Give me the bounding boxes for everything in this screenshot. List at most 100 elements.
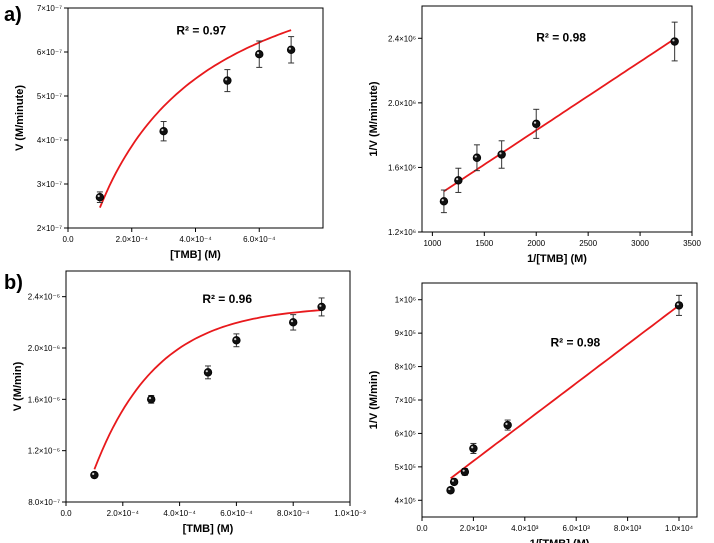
y-tick-label: 7×10⁵ <box>395 396 416 405</box>
x-tick-label: 1.0×10⁻³ <box>334 509 366 518</box>
chart-a-right: 1000 1500 2000 2500 3000 3500 1.2×10⁶ 1.6×10⁶ 2.… <box>368 5 701 265</box>
data-point <box>159 126 168 136</box>
y-tick-label: 2.0×10⁻⁶ <box>28 344 60 353</box>
data-point-highlight <box>290 320 294 323</box>
data-point <box>317 302 326 312</box>
x-axis-label: 1/[TMB] (M) <box>527 253 587 265</box>
r-squared-annotation: R² = 0.98 <box>551 336 601 350</box>
data-point <box>439 197 449 206</box>
x-tick-label: 4.0×10⁻⁴ <box>163 509 196 518</box>
y-tick-label: 3×10⁻⁷ <box>37 180 62 189</box>
x-tick-label: 2.0×10⁻⁴ <box>107 509 140 518</box>
x-tick-label: 0.0 <box>62 235 74 244</box>
x-tick-label: 8.0×10³ <box>614 524 642 533</box>
y-tick-label: 6×10⁻⁷ <box>37 48 62 57</box>
x-tick-label: 2.0×10³ <box>460 524 488 533</box>
data-point <box>90 470 99 480</box>
y-tick-label: 8.0×10⁻⁷ <box>28 498 60 507</box>
data-point <box>674 301 684 310</box>
fit-line <box>443 38 676 193</box>
data-point <box>203 368 213 377</box>
x-tick-label: 2500 <box>579 239 597 248</box>
data-point-highlight <box>676 303 679 306</box>
y-tick-label: 4×10⁻⁷ <box>37 136 62 145</box>
x-tick-label: 2.0×10⁻⁴ <box>116 235 149 244</box>
data-point-highlight <box>161 128 164 132</box>
r-squared-annotation: R² = 0.97 <box>176 23 226 37</box>
x-tick-label: 6.0×10³ <box>563 524 591 533</box>
data-point <box>454 176 463 185</box>
x-tick-label: 6.0×10⁻⁴ <box>220 509 253 518</box>
x-tick-label: 1000 <box>423 239 441 248</box>
data-point-highlight <box>533 121 537 124</box>
data-point-highlight <box>319 304 322 307</box>
r-squared-annotation: R² = 0.96 <box>202 292 252 306</box>
data-point-highlight <box>462 469 465 472</box>
x-tick-label: 8.0×10⁻⁴ <box>277 509 310 518</box>
y-tick-label: 9×10⁵ <box>395 329 416 338</box>
data-point <box>286 45 296 54</box>
y-tick-label: 2.4×10⁻⁶ <box>28 293 60 302</box>
data-point <box>146 395 156 404</box>
x-tick-label: 3000 <box>631 239 649 248</box>
data-point <box>223 76 232 85</box>
data-point-highlight <box>225 78 228 81</box>
y-axis-label: 1/V (M/min) <box>368 370 380 429</box>
data-point <box>670 37 679 46</box>
y-tick-label: 2×10⁻⁷ <box>37 224 62 233</box>
data-point <box>95 192 105 202</box>
x-tick-label: 4.0×10⁻⁴ <box>179 235 212 244</box>
data-point <box>446 486 455 495</box>
x-tick-label: 4.0×10³ <box>511 524 539 533</box>
data-point-highlight <box>456 178 459 181</box>
data-point <box>232 336 241 345</box>
y-tick-label: 1.6×10⁻⁶ <box>28 395 60 404</box>
data-point <box>497 150 506 159</box>
x-tick-label: 6.0×10⁻⁴ <box>243 235 276 244</box>
y-tick-label: 4×10⁵ <box>395 496 416 505</box>
x-tick-label: 0.0 <box>60 509 72 518</box>
y-tick-label: 7×10⁻⁷ <box>37 4 62 13</box>
y-tick-label: 1.2×10⁻⁶ <box>28 447 60 456</box>
data-point-highlight <box>448 487 451 491</box>
y-tick-label: 2.4×10⁶ <box>388 34 416 43</box>
panel-label-b: b) <box>4 272 23 294</box>
data-point-highlight <box>97 194 100 198</box>
y-tick-label: 8×10⁵ <box>395 363 416 372</box>
y-tick-label: 1.6×10⁶ <box>388 163 416 172</box>
data-point <box>255 50 264 59</box>
y-tick-label: 6×10⁵ <box>395 429 416 438</box>
data-point-highlight <box>205 370 208 373</box>
y-tick-label: 2.0×10⁶ <box>388 99 416 108</box>
data-point <box>503 420 512 430</box>
chart-a-left: 0.0 2.0×10⁻⁴ 4.0×10⁻⁴ 6.0×10⁻⁴ 2×10⁻⁷ 3×10⁻⁷ 4… <box>14 4 324 261</box>
data-point-highlight <box>441 199 444 202</box>
data-point-highlight <box>234 338 237 341</box>
data-point-highlight <box>672 39 675 42</box>
data-point <box>469 444 478 453</box>
data-point <box>289 318 298 327</box>
fit-line <box>93 309 322 470</box>
r-squared-annotation: R² = 0.98 <box>536 31 586 45</box>
x-tick-label: 2000 <box>527 239 545 248</box>
y-tick-label: 1×10⁶ <box>395 296 416 305</box>
y-axis-label: 1/V (M/minute) <box>368 81 380 157</box>
y-tick-label: 5×10⁵ <box>395 463 416 472</box>
data-point-highlight <box>471 446 474 449</box>
data-point-highlight <box>288 47 292 50</box>
y-axis-label: V (M/min) <box>12 361 24 411</box>
x-tick-label: 0.0 <box>416 524 428 533</box>
fit-line <box>450 304 680 480</box>
y-tick-label: 5×10⁻⁷ <box>37 92 62 101</box>
data-point <box>460 467 470 477</box>
x-tick-label: 1500 <box>475 239 493 248</box>
chart-b-left: 0.0 2.0×10⁻⁴ 4.0×10⁻⁴ 6.0×10⁻⁴ 8.0×10⁻⁴ 1.0×1… <box>12 270 366 535</box>
y-axis-label: V (M/minute) <box>14 85 26 151</box>
x-axis-label: [TMB] (M) <box>183 523 234 535</box>
x-axis-label: 1/[TMB] (M) <box>530 538 590 543</box>
plot-frame <box>65 270 351 503</box>
panel-label-a: a) <box>4 4 22 26</box>
plot-frame <box>421 5 693 233</box>
